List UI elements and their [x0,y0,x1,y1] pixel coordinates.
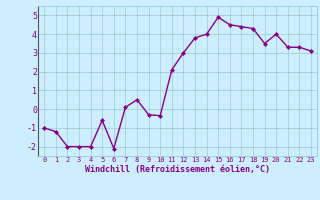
X-axis label: Windchill (Refroidissement éolien,°C): Windchill (Refroidissement éolien,°C) [85,165,270,174]
